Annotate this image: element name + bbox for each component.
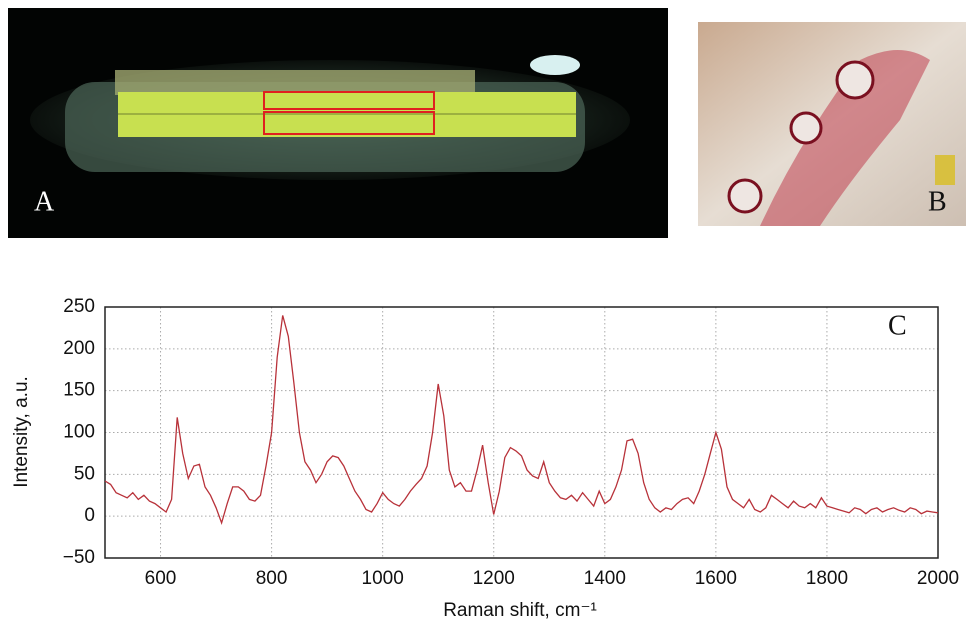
photo-a: A — [8, 8, 668, 238]
panel-label: C — [888, 310, 907, 341]
x-tick-label: 800 — [256, 568, 288, 589]
panel-label: A — [34, 186, 55, 217]
x-tick-label: 1400 — [584, 568, 626, 589]
chart: C Raman shift, cm⁻¹ Intensity, a.u. −50 0… — [11, 296, 959, 621]
y-tick-label: 150 — [63, 380, 95, 401]
y-tick-label: 50 — [74, 463, 95, 484]
x-tick-label: 1800 — [806, 568, 848, 589]
panel-label: B — [928, 186, 947, 217]
y-tick-label: −50 — [63, 547, 95, 568]
x-tick-label: 1200 — [473, 568, 515, 589]
y-tick-label: 250 — [63, 296, 95, 317]
x-tick-label: 1000 — [362, 568, 404, 589]
x-axis-label: Raman shift, cm⁻¹ — [443, 600, 597, 621]
y-tick-label: 200 — [63, 338, 95, 359]
spectrum-line — [104, 315, 939, 525]
x-tick-label: 1600 — [695, 568, 737, 589]
x-tick-label: 2000 — [917, 568, 959, 589]
x-tick-label: 600 — [145, 568, 177, 589]
plot-frame — [104, 306, 939, 559]
y-axis-label: Intensity, a.u. — [11, 376, 32, 488]
y-tick-label: 0 — [84, 505, 95, 526]
y-tick-label: 100 — [63, 422, 95, 443]
photo-b: B — [698, 22, 966, 226]
